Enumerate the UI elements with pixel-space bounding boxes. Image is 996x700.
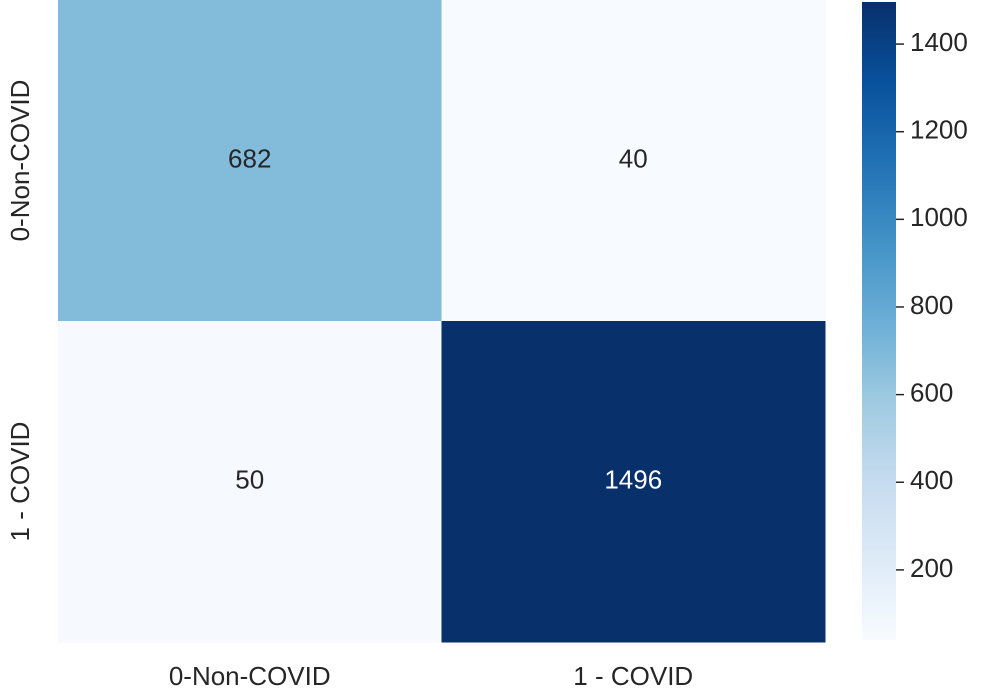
cell-label: 682 [228,143,271,173]
x-tick-label: 0-Non-COVID [169,661,331,691]
colorbar-tick-label: 200 [910,553,953,583]
colorbar-tick-label: 1000 [910,202,968,232]
x-tick-label: 1 - COVID [573,661,693,691]
cell-label: 40 [619,143,648,173]
colorbar [862,2,896,640]
heatmap-cell [441,0,826,322]
y-tick-label: 1 - COVID [5,422,35,542]
y-tick-label: 0-Non-COVID [5,80,35,242]
colorbar-tick-label: 1400 [910,27,968,57]
heatmap-cell [58,0,442,322]
colorbar-tick-label: 800 [910,290,953,320]
colorbar-tick-label: 1200 [910,115,968,145]
cell-label: 50 [235,464,264,494]
cell-label: 1496 [604,464,662,494]
colorbar-tick-label: 600 [910,377,953,407]
heatmap-cell [441,321,826,643]
heatmap-cell [58,321,442,643]
colorbar-tick-label: 400 [910,465,953,495]
